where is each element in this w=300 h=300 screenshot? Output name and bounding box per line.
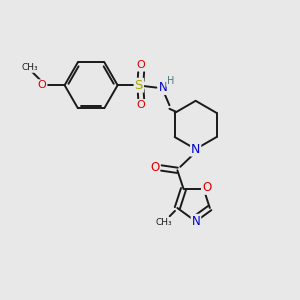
Text: S: S [135,79,143,92]
Text: O: O [38,80,46,90]
Text: O: O [202,181,211,194]
Text: N: N [192,215,200,228]
Text: N: N [159,81,167,94]
Text: O: O [137,61,146,70]
Text: O: O [150,161,159,175]
Text: CH₃: CH₃ [155,218,172,227]
Text: H: H [167,76,174,86]
Text: CH₃: CH₃ [22,63,38,72]
Text: O: O [137,100,146,110]
Text: N: N [191,142,200,156]
